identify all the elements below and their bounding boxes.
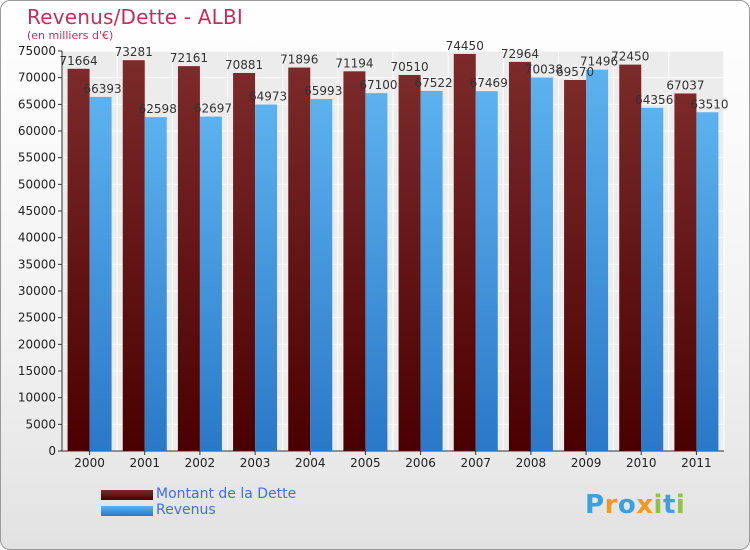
data-label-dette: 71194 [335,56,373,70]
data-label-revenus: 67522 [414,76,452,90]
x-tick-label: 2003 [240,456,271,470]
bar-revenus [696,112,719,451]
bar-revenus [475,91,498,451]
logo-letter: i [675,490,686,520]
x-tick-label: 2005 [350,456,381,470]
bar-revenus [144,117,167,452]
bar-dette [288,67,311,452]
logo-letter: t [662,490,676,520]
y-tick-label: 30000 [18,284,56,298]
bar-revenus [530,77,553,452]
bars [67,53,719,452]
data-label-revenus: 62697 [194,102,232,116]
data-label-dette: 71664 [59,54,97,68]
bar-revenus [310,99,333,452]
bar-revenus [420,90,443,452]
data-label-revenus: 71496 [580,55,618,69]
x-tick-label: 2006 [405,456,436,470]
data-label-dette: 72450 [611,50,649,64]
y-tick-label: 70000 [18,71,56,85]
x-tick-label: 2010 [626,456,657,470]
data-label-dette: 69570 [556,65,594,79]
data-label-revenus: 67469 [470,76,508,90]
logo-letter: i [653,490,663,520]
bar-dette [453,53,476,451]
data-label-dette: 72964 [501,47,539,61]
data-label-dette: 73281 [115,45,153,59]
y-tick-label: 25000 [18,311,56,325]
data-label-revenus: 62598 [139,102,177,116]
data-label-revenus: 70038 [525,62,563,76]
legend-swatch-dette [101,490,153,500]
x-tick-label: 2011 [681,456,712,470]
bar-dette [674,93,697,451]
x-tick-label: 2000 [74,456,105,470]
x-tick-label: 2007 [460,456,491,470]
chart-title: Revenus/Dette - ALBI [27,5,244,29]
data-label-revenus: 63510 [690,97,728,111]
data-label-revenus: 64356 [635,93,673,107]
data-label-dette: 67037 [666,78,704,92]
bar-revenus [255,104,278,452]
y-tick-label: 55000 [18,151,56,165]
bar-revenus [641,107,664,451]
bar-dette [67,68,90,452]
y-tick-label: 65000 [18,97,56,111]
y-tick-label: 40000 [18,231,56,245]
axes: 0 5000 10000 15000 20000 25000 30000 35000 40000… [18,44,724,470]
x-tick-label: 2002 [185,456,216,470]
logo-letter: P [585,490,605,520]
grid-lines [61,50,725,452]
legend-label-revenus: Revenus [156,502,216,518]
bar-revenus [199,116,222,451]
bar-dette [508,61,531,451]
logo-letter: x [636,490,654,520]
proxiti-logo: Proxiti [585,490,685,520]
bar-dette [122,60,145,451]
y-tick-label: 20000 [18,337,56,351]
bar-revenus [89,96,112,452]
bar-dette [233,72,256,451]
data-label-dette: 70510 [390,60,428,74]
logo-letter: r [604,490,618,520]
x-tick-label: 2001 [129,456,160,470]
data-label-dette: 74450 [446,39,484,53]
y-tick-label: 60000 [18,124,56,138]
y-tick-label: 75000 [18,44,56,58]
data-label-dette: 72161 [170,51,208,65]
bar-dette [564,79,587,452]
y-tick-label: 35000 [18,257,56,271]
data-label-revenus: 66393 [83,82,121,96]
data-label-dette: 71896 [280,53,318,67]
legend-swatch-revenus [101,506,153,516]
bar-revenus [586,69,609,452]
bar-dette [177,66,200,452]
bar-revenus [365,93,388,451]
y-tick-label: 5000 [25,417,56,431]
x-tick-label: 2004 [295,456,326,470]
data-labels: 71664 66393 73281 62598 72161 62697 70881 64973… [59,39,728,116]
data-label-revenus: 65993 [304,84,342,98]
y-tick-label: 10000 [18,391,56,405]
logo-letter: o [617,490,637,520]
legend-label-dette: Montant de la Dette [156,486,297,502]
y-tick-label: 0 [48,444,56,458]
bar-dette [343,71,366,451]
data-label-revenus: 67100 [359,78,397,92]
x-tick-label: 2008 [516,456,547,470]
data-label-dette: 70881 [225,58,263,72]
y-tick-label: 45000 [18,204,56,218]
y-tick-label: 15000 [18,364,56,378]
data-label-revenus: 64973 [249,89,287,103]
bar-dette [398,74,421,452]
y-tick-label: 50000 [18,177,56,191]
x-tick-label: 2009 [571,456,602,470]
chart-subtitle: (en milliers d'€) [27,29,114,42]
bar-dette [619,64,642,451]
